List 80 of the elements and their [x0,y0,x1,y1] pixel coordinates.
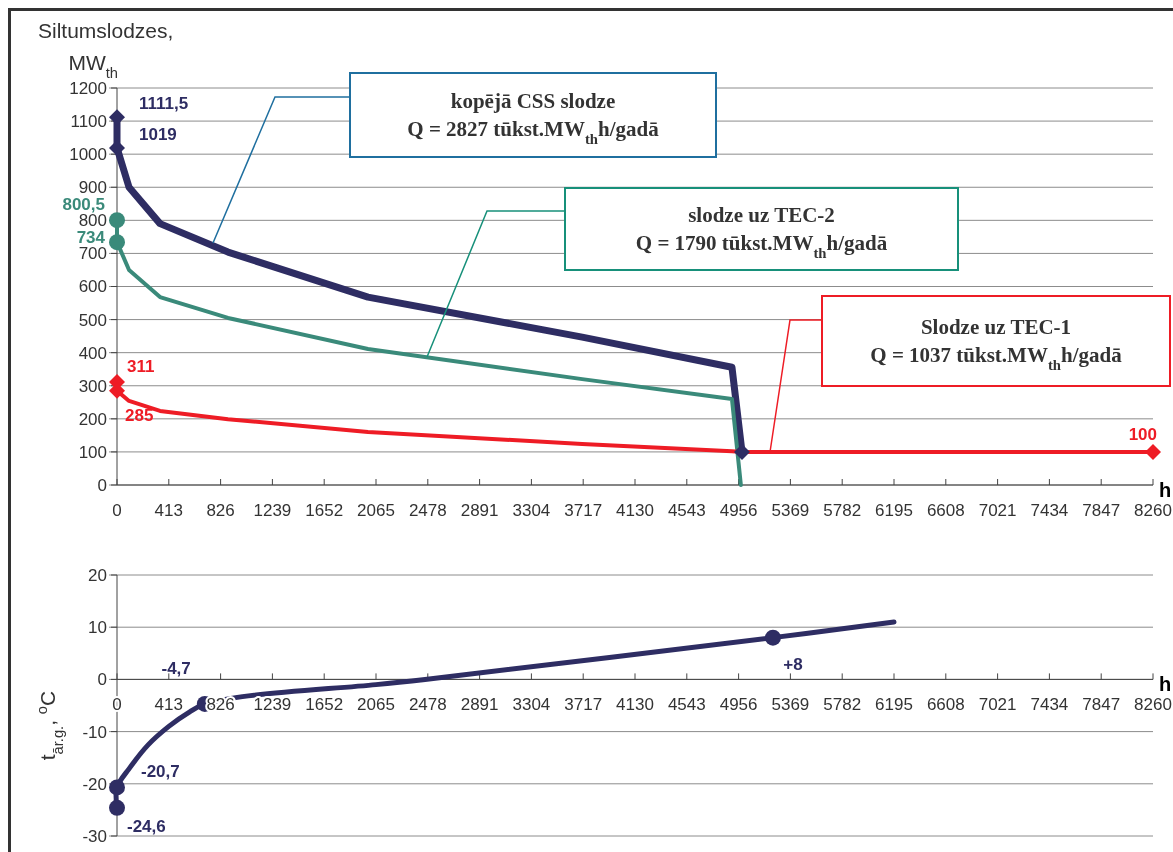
point [109,799,125,816]
data-label: -24,6 [127,816,166,836]
x-tick-label: 3304 [512,695,551,715]
y-tick-label: 300 [78,376,107,396]
y-tick-label: 400 [78,343,107,363]
annotation: kopējā CSS slodze Q = 2827 tūkst.MW$_{th}$h/gadā [407,89,660,147]
x-tick-label: 3717 [564,501,603,520]
data-label: 800,5 [62,195,105,215]
point [1145,443,1161,460]
x-tick-label: 413 [154,695,183,715]
x-tick-label: 3717 [564,695,603,715]
x-tick-label: 6608 [926,695,965,715]
x-tick-label: 4956 [719,695,758,715]
x-tick-label: 5782 [823,695,862,715]
x-tick-label: 1239 [253,501,292,520]
x-tick-label: 4543 [667,501,706,520]
x-tick-label: 5369 [771,695,810,715]
x-tick-label: 4130 [616,695,654,715]
x-tick-label: 413 [154,501,183,520]
y-tick-label: 0 [97,475,107,495]
data-label: 285 [125,405,154,425]
x-tick-label: 2478 [408,695,447,715]
data-label: 100 [1128,424,1157,444]
x-tick-label: 1239 [253,695,292,715]
data-label: 1111,5 [139,94,189,114]
y-tick-label: -20 [82,774,107,794]
x-axis-title: h [1159,673,1172,696]
annotation: slodze uz TEC-2 Q = 1790 tūkst.MW$_{th}$h/gadā [635,203,888,261]
x-tick-label: 2478 [408,501,447,520]
x-tick-label: 6608 [926,501,965,520]
x-tick-label: 8260 [1134,501,1172,520]
y-tick-label: 20 [88,565,107,585]
data-label: -4,7 [161,658,191,678]
y-tick-label: -10 [82,722,107,742]
y-tick-label: -30 [82,826,107,846]
x-tick-label: 1652 [305,501,344,520]
x-tick-label: 2891 [460,695,499,715]
data-label: -20,7 [141,762,180,782]
y-tick-label: 1000 [69,145,107,165]
x-tick-label: 8260 [1134,695,1172,715]
y-tick-label: 200 [78,409,107,429]
x-tick-label: 5782 [823,501,862,520]
y-tick-label: 100 [78,442,107,462]
y-tick-label: 10 [88,618,107,638]
x-tick-label: 7021 [978,501,1017,520]
point [109,234,125,251]
x-tick-label: 4130 [616,501,654,520]
data-label: +8 [783,654,803,674]
x-tick-label: 4543 [667,695,706,715]
y-tick-label: 900 [78,178,107,198]
x-tick-label: 7847 [1082,695,1121,715]
x-tick-label: 0 [112,501,122,520]
point [109,779,125,796]
annotation: Slodze uz TEC-1 Q = 1037 tūkst.MW$_{th}$h/gadā [870,315,1123,373]
y-tick-label: 500 [78,310,107,330]
y-tick-label: 1100 [70,112,107,132]
y-tick-label: 1200 [69,78,107,98]
x-tick-label: 6195 [875,695,913,715]
y-axis-title: Siltumslodzes, MW$_{th}$ [38,19,174,81]
y-tick-label: 600 [78,277,107,297]
x-tick-label: 0 [112,695,122,715]
x-tick-label: 1652 [305,695,344,715]
point [109,212,125,229]
x-tick-label: 2065 [357,695,395,715]
x-tick-label: 7434 [1030,695,1069,715]
point [764,629,781,646]
x-tick-label: 2065 [357,501,395,520]
x-tick-label: 7847 [1082,501,1121,520]
x-tick-label: 6195 [875,501,913,520]
data-label: 1019 [139,124,177,144]
x-tick-label: 7434 [1030,501,1069,520]
x-tick-label: 2891 [460,501,499,520]
y-tick-label: 0 [97,670,107,690]
x-tick-label: 4956 [719,501,758,520]
x-tick-label: 3304 [512,501,551,520]
x-axis-title: h [1159,479,1172,501]
x-tick-label: 5369 [771,501,810,520]
data-label: 311 [127,357,155,377]
x-tick-label: 7021 [978,695,1017,715]
x-tick-label: 826 [206,501,235,520]
